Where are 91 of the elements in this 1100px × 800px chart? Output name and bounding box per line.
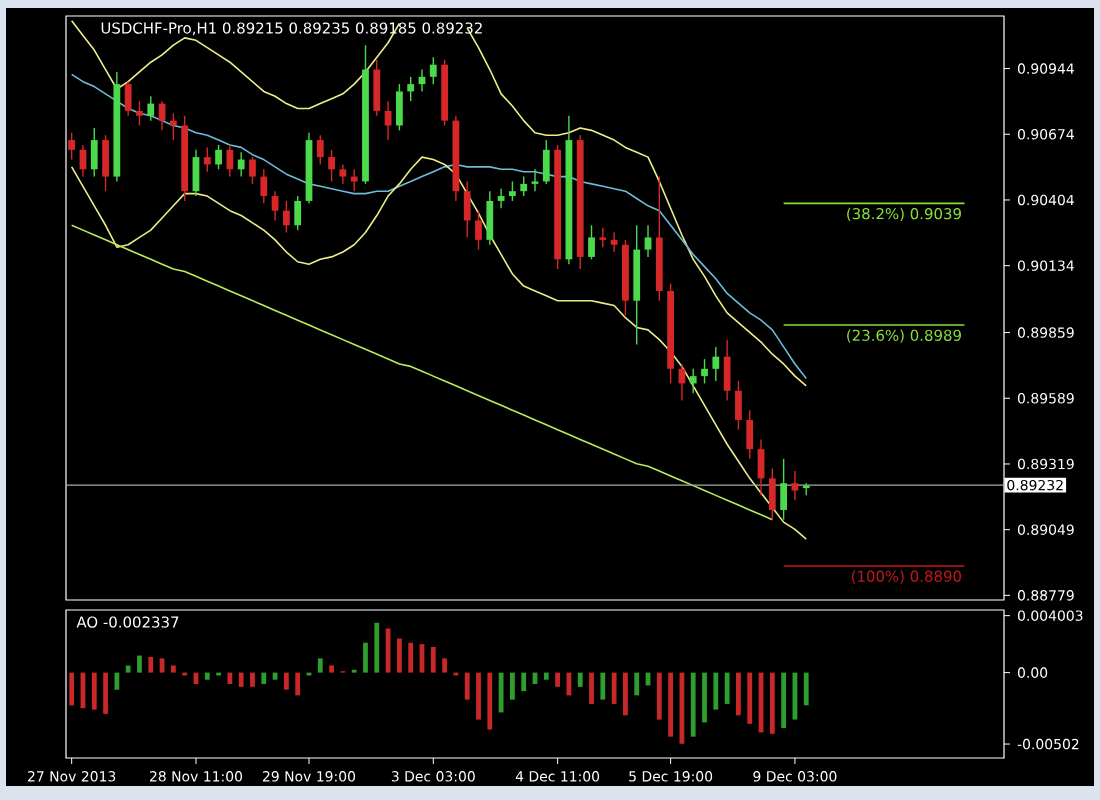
candlestick [542, 139, 550, 185]
bar [781, 672, 787, 729]
bar [510, 672, 515, 700]
candlestick [373, 59, 381, 117]
bar [91, 672, 97, 710]
candlestick [531, 168, 539, 192]
candlestick [271, 190, 279, 222]
candlestick [599, 227, 607, 248]
bar [363, 642, 368, 673]
bar [125, 665, 131, 673]
bar [487, 672, 493, 730]
bar [623, 672, 628, 716]
bar [442, 658, 447, 673]
candlestick [520, 175, 528, 197]
bar [148, 656, 154, 673]
candlestick [780, 458, 788, 521]
candlestick [249, 156, 256, 185]
bar [476, 672, 481, 720]
candlestick [701, 358, 708, 385]
candlestick [509, 180, 516, 202]
candlestick [102, 134, 109, 192]
bar [464, 672, 470, 700]
candlestick [237, 151, 245, 178]
candlestick [328, 149, 335, 183]
bar [374, 622, 380, 673]
bar [803, 672, 809, 706]
bar [611, 672, 617, 704]
candlestick [588, 224, 595, 261]
candlestick [497, 188, 505, 209]
bar [238, 672, 244, 687]
candlestick [475, 209, 482, 251]
bar [250, 672, 255, 687]
bar [396, 638, 402, 673]
bar [634, 672, 640, 696]
bar [724, 672, 730, 704]
candlestick [215, 144, 222, 170]
candlestick [282, 200, 290, 234]
candlestick [226, 144, 234, 178]
candlestick [203, 146, 211, 173]
bar [656, 672, 662, 720]
bar [103, 672, 108, 714]
candlestick [463, 180, 471, 239]
candlestick [396, 83, 403, 132]
bar [498, 672, 504, 713]
bar [69, 672, 75, 706]
bar [769, 672, 775, 734]
bar [227, 672, 233, 684]
candlestick [689, 368, 697, 394]
bar [736, 672, 741, 716]
bar [555, 672, 561, 687]
bar [600, 672, 606, 700]
bar [408, 642, 414, 673]
candlestick [429, 56, 437, 85]
bar [329, 665, 334, 673]
candlestick [90, 127, 98, 178]
bar [283, 672, 289, 690]
bar [668, 672, 674, 737]
bar [137, 655, 142, 673]
bar [430, 647, 436, 673]
bar [543, 672, 549, 680]
candlestick [791, 470, 799, 501]
bar [114, 672, 120, 690]
candlestick [712, 346, 720, 382]
bar [295, 672, 301, 696]
candlestick [486, 190, 494, 246]
bar [690, 672, 696, 737]
candlestick [68, 132, 76, 161]
bar [204, 672, 210, 680]
candlestick [610, 231, 618, 253]
candlestick [644, 224, 652, 258]
candlestick [768, 467, 776, 521]
bar [589, 672, 594, 704]
candlestick [339, 163, 347, 185]
bar [702, 672, 707, 723]
candlestick [746, 409, 754, 460]
bar [521, 672, 527, 692]
candlestick [407, 76, 415, 102]
candlestick [260, 168, 268, 205]
candlestick [294, 195, 302, 231]
bar [170, 665, 176, 673]
candlestick [316, 134, 324, 166]
bar [747, 672, 753, 724]
candlestick [136, 100, 143, 127]
candlestick [723, 338, 731, 402]
candlestick [124, 81, 132, 117]
candlestick [735, 380, 742, 431]
bar [713, 672, 719, 710]
bar [317, 658, 323, 673]
bar [577, 672, 583, 687]
candlestick [147, 95, 155, 122]
bar [261, 672, 267, 684]
